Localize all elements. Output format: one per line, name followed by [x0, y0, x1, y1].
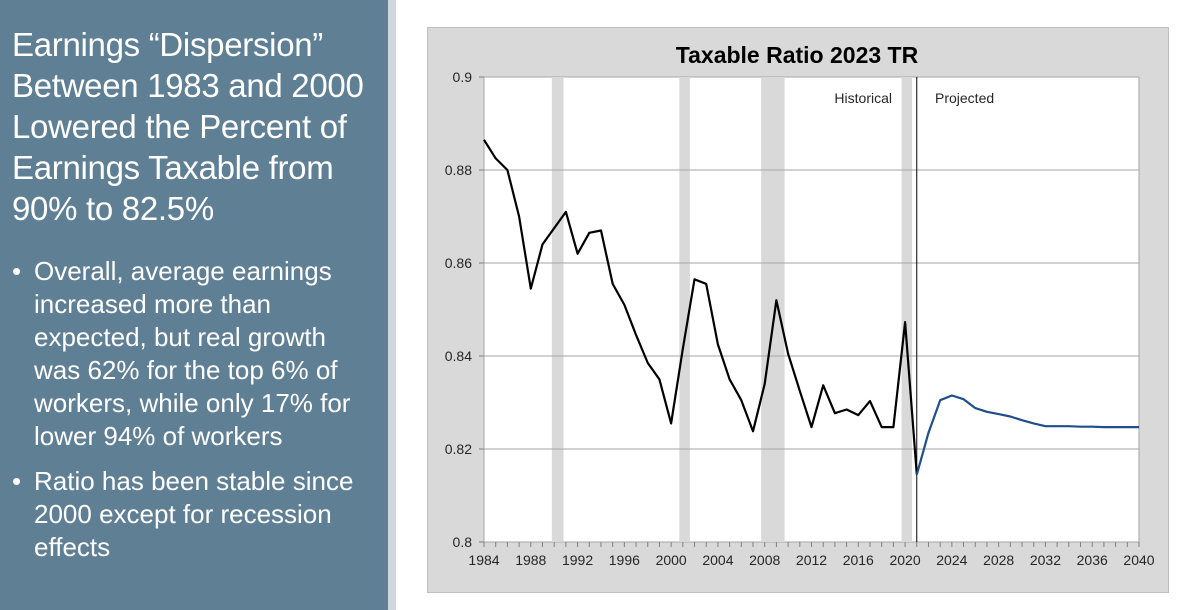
- annotation-historical: Historical: [834, 90, 892, 106]
- chart-title: Taxable Ratio 2023 TR: [676, 42, 919, 68]
- y-tick-label: 0.9: [453, 69, 473, 85]
- y-tick-label: 0.82: [445, 441, 472, 457]
- y-tick-label: 0.86: [445, 255, 472, 271]
- bullet-item: • Overall, average earnings increased mo…: [12, 255, 374, 453]
- recession-band: [901, 77, 913, 542]
- taxable-ratio-chart: 0.8 0.82 0.84 0.86 0.88 0.9 1984 1988 1992 1996 2…: [445, 42, 1155, 568]
- x-tick-label: 2004: [702, 552, 733, 568]
- x-tick-label: 2012: [796, 552, 827, 568]
- y-axis-ticks: 0.8 0.82 0.84 0.86 0.88 0.9: [445, 69, 484, 550]
- x-tick-label: 1996: [609, 552, 640, 568]
- bullet-text: Ratio has been stable since 2000 except …: [34, 466, 354, 562]
- x-tick-label: 2036: [1077, 552, 1108, 568]
- x-tick-label: 1992: [562, 552, 593, 568]
- projected-series-line: [915, 394, 1139, 475]
- x-tick-label: 2032: [1030, 552, 1061, 568]
- x-tick-label: 2020: [889, 552, 920, 568]
- recession-bands: [551, 77, 913, 542]
- x-tick-label: 2040: [1123, 552, 1154, 568]
- bullet-dot-icon: •: [12, 256, 22, 286]
- bullet-dot-icon: •: [12, 466, 22, 496]
- left-text-panel: Earnings “Dispersion” Between 1983 and 2…: [0, 0, 388, 610]
- x-axis-ticks: 1984 1988 1992 1996 2000 2004 2008 2012 2016 2020…: [468, 542, 1155, 568]
- slide-title: Earnings “Dispersion” Between 1983 and 2…: [12, 26, 364, 227]
- recession-band: [679, 77, 690, 542]
- annotation-projected: Projected: [935, 90, 994, 106]
- bullet-item: • Ratio has been stable since 2000 excep…: [12, 465, 374, 564]
- x-tick-label: 2024: [936, 552, 967, 568]
- y-tick-label: 0.8: [453, 534, 473, 550]
- gridlines: [484, 169, 1139, 450]
- recession-band: [551, 77, 564, 542]
- historical-series-line: [483, 139, 918, 475]
- x-tick-label: 2000: [656, 552, 687, 568]
- x-tick-label: 2016: [843, 552, 874, 568]
- x-tick-label: 2008: [749, 552, 780, 568]
- bullet-list: • Overall, average earnings increased mo…: [12, 255, 374, 564]
- x-tick-label: 1984: [468, 552, 499, 568]
- panel-divider: [388, 0, 396, 610]
- y-tick-label: 0.84: [445, 348, 472, 364]
- x-tick-label: 1988: [515, 552, 546, 568]
- y-tick-label: 0.88: [445, 162, 472, 178]
- recession-band: [761, 77, 785, 542]
- bullet-text: Overall, average earnings increased more…: [34, 256, 351, 451]
- x-tick-label: 2028: [983, 552, 1014, 568]
- plot-area: [483, 76, 1140, 543]
